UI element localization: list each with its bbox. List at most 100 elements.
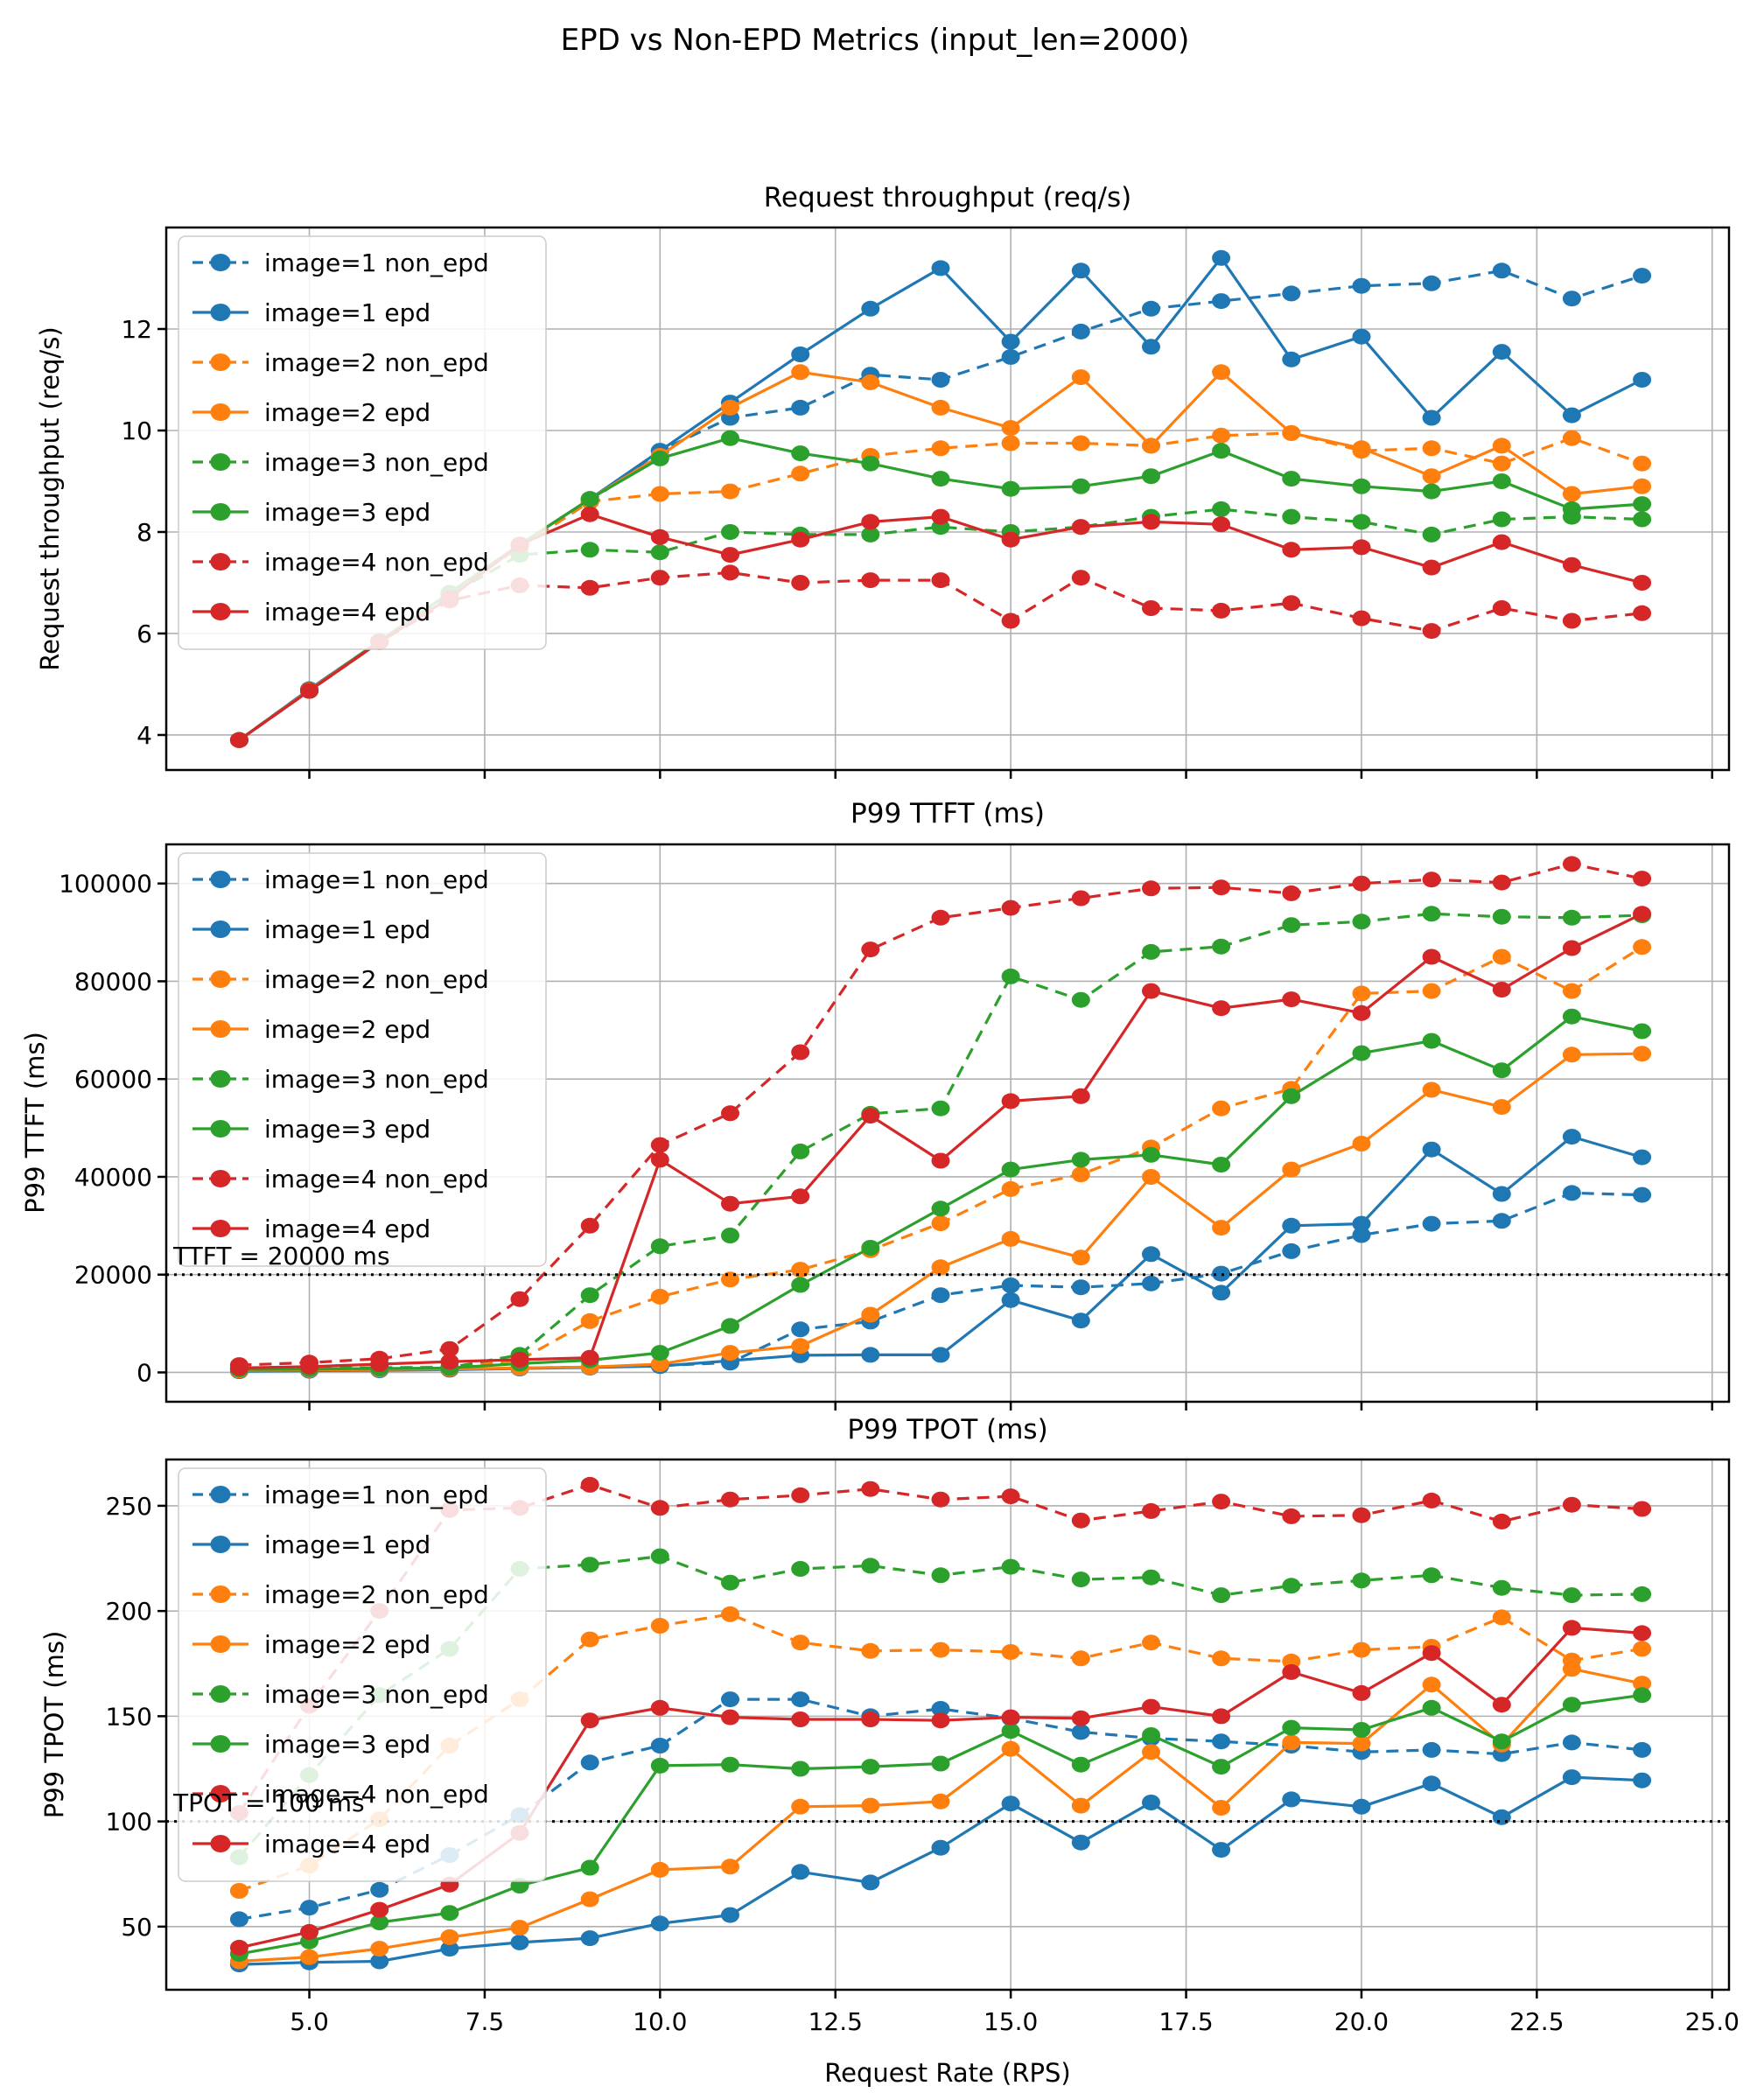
- series-marker: [1282, 471, 1301, 487]
- series-marker: [1352, 514, 1371, 530]
- series-marker: [1633, 575, 1652, 591]
- series-marker: [1142, 468, 1160, 485]
- series-marker: [1633, 1687, 1652, 1704]
- series-marker: [440, 1941, 459, 1957]
- series-marker: [1492, 600, 1511, 616]
- series-marker: [1422, 1676, 1441, 1693]
- series-marker: [931, 1567, 950, 1584]
- series-marker: [931, 471, 950, 487]
- legend-sample-marker: [210, 553, 231, 570]
- series-marker: [1562, 1697, 1581, 1713]
- series-marker: [791, 1760, 810, 1777]
- series-marker: [1071, 1834, 1090, 1851]
- series-marker: [1352, 1722, 1371, 1738]
- series-marker: [650, 1288, 669, 1305]
- series-marker: [1352, 1227, 1371, 1243]
- legend-item-label: image=4 non_epd: [264, 1780, 489, 1809]
- series-marker: [300, 682, 318, 699]
- series-marker: [1562, 983, 1581, 999]
- series-marker: [1142, 1727, 1160, 1743]
- y-tick-label: 50: [121, 1913, 152, 1942]
- legend-item-label: image=1 non_epd: [264, 865, 489, 894]
- series-marker: [791, 1262, 810, 1278]
- legend-sample-marker: [210, 1536, 231, 1553]
- series-marker: [1422, 440, 1441, 457]
- series-marker: [300, 1358, 318, 1375]
- series-marker: [931, 1200, 950, 1217]
- series-marker: [1001, 480, 1020, 497]
- series-marker: [1352, 610, 1371, 626]
- series-marker: [1071, 1650, 1090, 1667]
- legend-item-label: image=2 epd: [264, 1630, 430, 1659]
- series-marker: [1001, 1093, 1020, 1110]
- series-marker: [791, 1864, 810, 1880]
- series-marker: [931, 1839, 950, 1856]
- series-marker: [1422, 275, 1441, 291]
- series-marker: [650, 450, 669, 466]
- series-marker: [1071, 435, 1090, 452]
- series-marker: [1212, 1800, 1231, 1816]
- series-marker: [931, 1100, 950, 1116]
- series-marker: [1633, 478, 1652, 494]
- series-marker: [1562, 500, 1581, 517]
- series-marker: [931, 572, 950, 589]
- series-marker: [650, 486, 669, 502]
- series-marker: [650, 1757, 669, 1774]
- legend-item-label: image=3 non_epd: [264, 1680, 489, 1709]
- series-marker: [931, 1755, 950, 1772]
- series-marker: [1282, 917, 1301, 934]
- series-marker: [1282, 1217, 1301, 1234]
- series-marker: [1071, 1710, 1090, 1726]
- x-tick-label: 17.5: [1158, 2007, 1213, 2036]
- legend-sample-marker: [210, 453, 231, 471]
- legend-item-label: image=1 epd: [264, 915, 430, 944]
- series-marker: [1142, 880, 1160, 897]
- legend-item-label: image=4 epd: [264, 1830, 430, 1858]
- series-marker: [1633, 1046, 1652, 1062]
- series-marker: [1071, 890, 1090, 906]
- series-marker: [1352, 1004, 1371, 1021]
- series-marker: [861, 1642, 880, 1659]
- series-marker: [791, 531, 810, 548]
- series-marker: [1212, 1587, 1231, 1604]
- series-marker: [370, 1914, 389, 1930]
- series-marker: [1282, 1663, 1301, 1680]
- series-marker: [1071, 1512, 1090, 1529]
- legend-item-label: image=2 epd: [264, 1015, 430, 1044]
- series-marker: [1352, 875, 1371, 892]
- series-marker: [1562, 407, 1581, 424]
- legend-sample-marker: [210, 304, 231, 321]
- series-marker: [1212, 1000, 1231, 1017]
- series-marker: [1001, 1278, 1020, 1293]
- series-marker: [229, 1883, 248, 1899]
- series-marker: [721, 547, 739, 564]
- series-marker: [650, 1356, 669, 1372]
- series-marker: [580, 506, 599, 522]
- series-marker: [1212, 1100, 1231, 1116]
- series-marker: [300, 1900, 318, 1916]
- series-marker: [1001, 333, 1020, 350]
- series-marker: [1633, 268, 1652, 284]
- series-marker: [1142, 1246, 1160, 1263]
- legend-sample-marker: [210, 1120, 231, 1138]
- series-marker: [1633, 1625, 1652, 1642]
- series-marker: [580, 1754, 599, 1771]
- series-marker: [1212, 249, 1231, 266]
- series-marker: [370, 1881, 389, 1898]
- series-marker: [1001, 1161, 1020, 1178]
- legend-item-label: image=4 epd: [264, 598, 430, 626]
- series-marker: [580, 579, 599, 596]
- series-marker: [1282, 508, 1301, 525]
- series-marker: [1212, 602, 1231, 619]
- series-marker: [440, 1928, 459, 1945]
- series-marker: [1352, 985, 1371, 1002]
- y-tick-label: 200: [106, 1597, 152, 1626]
- series-marker: [1001, 435, 1020, 452]
- legend-item-label: image=3 epd: [264, 1115, 430, 1144]
- series-marker: [1212, 443, 1231, 459]
- series-marker: [1633, 372, 1652, 388]
- series-marker: [1352, 1215, 1371, 1232]
- series-marker: [1633, 496, 1652, 513]
- series-marker: [1422, 468, 1441, 485]
- series-marker: [580, 1557, 599, 1573]
